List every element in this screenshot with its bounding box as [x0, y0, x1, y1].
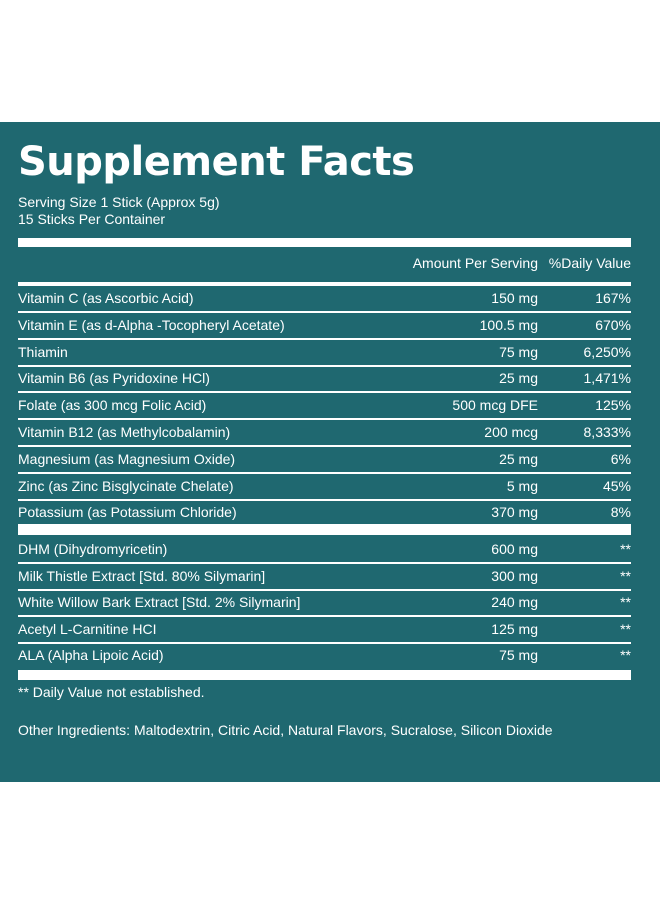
top-thick-rule: [18, 238, 631, 247]
nutrient-amount: 25 mg: [499, 450, 538, 467]
nutrient-amount: 500 mcg DFE: [452, 397, 538, 414]
row-divider: [18, 311, 631, 313]
nutrient-amount: 75 mg: [499, 343, 538, 360]
daily-value-footnote: ** Daily Value not established.: [18, 684, 205, 700]
nutrient-daily-value: 6,250%: [583, 343, 631, 360]
nutrient-amount: 125 mg: [491, 620, 538, 637]
table-row: Magnesium (as Magnesium Oxide) 25 mg 6%: [18, 447, 631, 471]
nutrient-name: Folate (as 300 mcg Folic Acid): [18, 397, 207, 414]
nutrient-name: Vitamin B12 (as Methylcobalamin): [18, 424, 231, 440]
row-divider: [18, 588, 631, 591]
other-ingredients: Other Ingredients: Maltodextrin, Citric …: [18, 722, 553, 738]
nutrient-daily-value: 125%: [595, 397, 631, 414]
table-row: Acetyl L-Carnitine HCI 125 mg **: [18, 617, 631, 641]
row-divider: [18, 418, 631, 421]
nutrient-daily-value: 1,471%: [583, 370, 631, 387]
nutrient-daily-value: 6%: [610, 450, 631, 467]
nutrient-amount: 200 mcg: [484, 424, 538, 440]
servings-per-container: 15 Sticks Per Container: [18, 211, 166, 227]
daily-value-column-header: %Daily Value: [548, 255, 631, 271]
nutrient-name: Vitamin B6 (as Pyridoxine HCl): [18, 370, 210, 387]
bottom-thick-rule: [18, 670, 631, 680]
nutrient-name: Zinc (as Zinc Bisglycinate Chelate): [18, 477, 234, 494]
nutrient-daily-value: **: [620, 567, 631, 584]
header-rule: [18, 282, 631, 286]
nutrient-daily-value: **: [620, 541, 631, 557]
row-divider: [18, 391, 631, 394]
row-divider: [18, 364, 631, 367]
panel-title: Supplement Facts: [18, 139, 415, 185]
nutrient-name: ALA (Alpha Lipoic Acid): [18, 647, 164, 664]
table-row: White Willow Bark Extract [Std. 2% Silym…: [18, 590, 631, 614]
table-row: Vitamin B6 (as Pyridoxine HCl) 25 mg 1,471…: [18, 366, 631, 390]
nutrient-name: Magnesium (as Magnesium Oxide): [18, 450, 236, 467]
nutrient-daily-value: 8,333%: [583, 424, 631, 440]
nutrient-name: Vitamin C (as Ascorbic Acid): [18, 290, 194, 306]
table-row: ALA (Alpha Lipoic Acid) 75 mg **: [18, 643, 631, 667]
nutrient-amount: 75 mg: [499, 647, 538, 664]
row-divider: [18, 337, 631, 340]
table-row: Folate (as 300 mcg Folic Acid) 500 mcg DF…: [18, 393, 631, 417]
nutrient-daily-value: 670%: [595, 316, 631, 333]
table-row: Vitamin C (as Ascorbic Acid) 150 mg 167%: [18, 286, 631, 310]
nutrient-amount: 5 mg: [506, 477, 538, 494]
table-row: Vitamin E (as d-Alpha -Tocopheryl Acetat…: [18, 313, 631, 337]
nutrient-name: Vitamin E (as d-Alpha -Tocopheryl Acetat…: [18, 316, 285, 333]
nutrient-daily-value: **: [620, 620, 631, 637]
table-row: Potassium (as Potassium Chloride) 370 mg 8…: [18, 500, 631, 524]
nutrient-amount: 370 mg: [491, 504, 538, 521]
nutrient-daily-value: **: [620, 594, 631, 611]
nutrient-amount: 150 mg: [491, 290, 538, 306]
row-divider: [18, 615, 631, 618]
column-header: Amount Per Serving %Daily Value: [18, 251, 631, 275]
table-row: Thiamin 75 mg 6,250%: [18, 340, 631, 364]
row-divider: [18, 641, 631, 644]
nutrient-amount: 300 mg: [491, 567, 538, 584]
row-divider: [18, 498, 631, 501]
nutrient-daily-value: 167%: [595, 290, 631, 306]
row-divider: [18, 445, 631, 447]
nutrient-name: Milk Thistle Extract [Std. 80% Silymarin…: [18, 567, 266, 584]
nutrient-name: White Willow Bark Extract [Std. 2% Silym…: [18, 594, 301, 611]
nutrient-name: Thiamin: [18, 343, 68, 360]
amount-column-header: Amount Per Serving: [412, 255, 538, 271]
middle-thick-rule: [18, 524, 631, 535]
nutrient-name: DHM (Dihydromyricetin): [18, 541, 168, 557]
nutrient-amount: 600 mg: [491, 541, 538, 557]
nutrient-daily-value: **: [620, 647, 631, 664]
table-row: DHM (Dihydromyricetin) 600 mg **: [18, 537, 631, 561]
serving-size: Serving Size 1 Stick (Approx 5g): [18, 194, 220, 210]
table-row: Vitamin B12 (as Methylcobalamin) 200 mcg 8…: [18, 420, 631, 444]
table-row: Milk Thistle Extract [Std. 80% Silymarin…: [18, 564, 631, 588]
nutrient-amount: 100.5 mg: [479, 316, 538, 333]
nutrient-name: Potassium (as Potassium Chloride): [18, 504, 237, 521]
supplement-facts-panel: Supplement Facts Serving Size 1 Stick (A…: [0, 122, 660, 782]
nutrient-daily-value: 45%: [602, 477, 631, 494]
nutrient-amount: 240 mg: [491, 594, 538, 611]
row-divider: [18, 471, 631, 474]
nutrient-name: Acetyl L-Carnitine HCI: [18, 620, 157, 637]
nutrient-daily-value: 8%: [610, 504, 631, 521]
table-row: Zinc (as Zinc Bisglycinate Chelate) 5 mg 4…: [18, 474, 631, 498]
nutrient-amount: 25 mg: [499, 370, 538, 387]
row-divider: [18, 562, 631, 564]
